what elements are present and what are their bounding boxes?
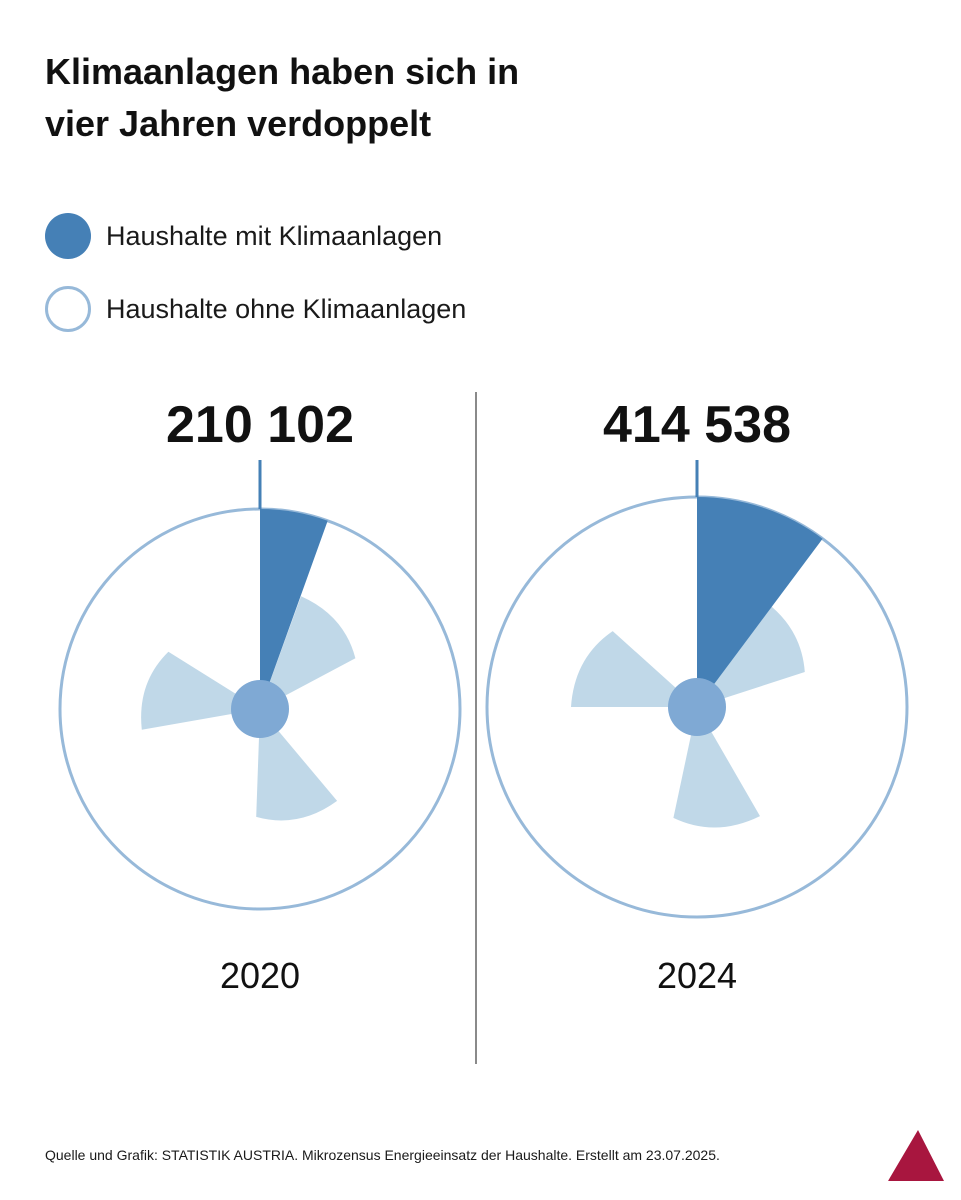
- legend-label-with-ac: Haushalte mit Klimaanlagen: [106, 220, 443, 251]
- fan-blade-icon: [256, 709, 338, 821]
- fan-blade-icon: [673, 707, 760, 828]
- fan-hub-icon: [231, 680, 289, 738]
- pie-2024: 414 538 2024: [485, 396, 909, 996]
- legend-swatch-outline-icon: [45, 286, 91, 332]
- fan-blade-icon: [571, 631, 697, 707]
- title-line-1: Klimaanlagen haben sich in: [45, 51, 520, 92]
- year-label: 2020: [220, 955, 300, 996]
- value-label: 414 538: [603, 396, 791, 454]
- chart-title: Klimaanlagen haben sich in vier Jahren v…: [45, 46, 685, 150]
- fan-blade-icon: [141, 651, 260, 730]
- statistik-austria-logo-icon: [888, 1130, 944, 1181]
- fan-blade-icon: [260, 596, 356, 709]
- year-label: 2024: [657, 955, 737, 996]
- legend-label-without-ac: Haushalte ohne Klimaanlagen: [106, 293, 467, 324]
- legend-swatch-filled-icon: [45, 213, 91, 259]
- legend-item-without-ac: Haushalte ohne Klimaanlagen: [45, 284, 466, 334]
- value-label: 210 102: [166, 396, 354, 454]
- source-note: Quelle und Grafik: STATISTIK AUSTRIA. Mi…: [45, 1147, 720, 1163]
- title-line-2: vier Jahren verdoppelt: [45, 103, 432, 144]
- pie-slice-with-ac: [260, 509, 328, 709]
- pie-slice-with-ac: [697, 497, 823, 707]
- fan-pie-chart: 210 102 2020 414 538 2024: [58, 392, 909, 1064]
- pie-2020: 210 102 2020: [58, 396, 462, 996]
- legend-item-with-ac: Haushalte mit Klimaanlagen: [45, 211, 442, 261]
- fan-blade-icon: [697, 597, 805, 707]
- fan-hub-icon: [668, 678, 726, 736]
